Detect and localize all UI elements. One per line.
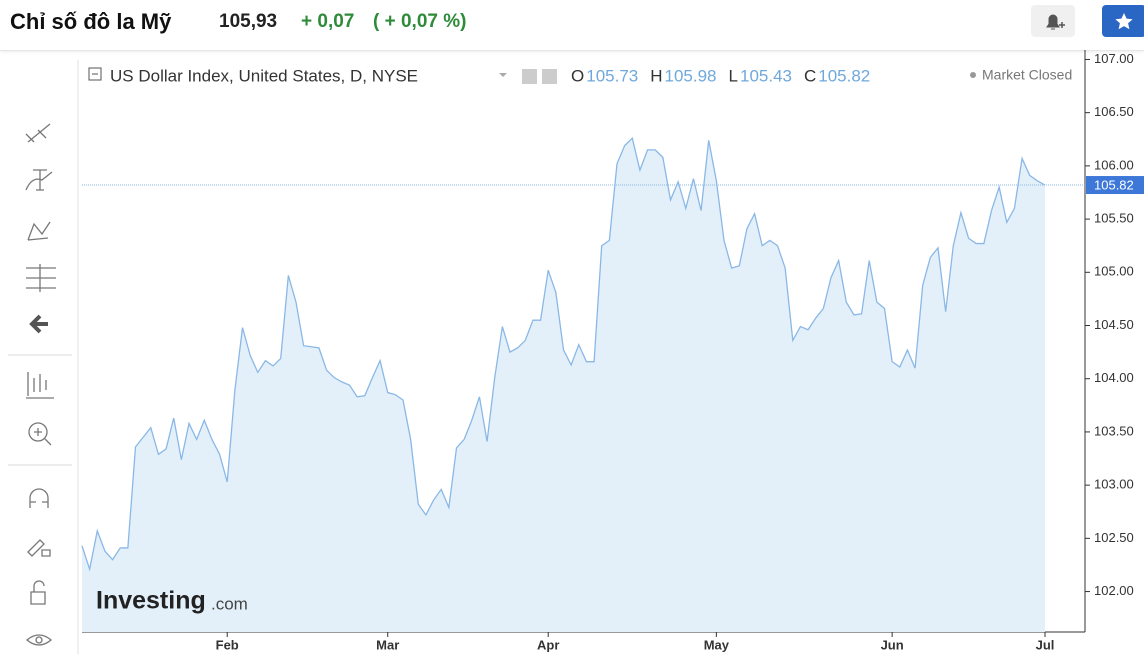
change: + 0,07 bbox=[301, 11, 355, 32]
change-percent: ( + 0,07 %) bbox=[373, 11, 467, 32]
tool-candles[interactable] bbox=[26, 372, 54, 399]
y-tick-label: 106.50 bbox=[1094, 104, 1134, 119]
x-tick-label: Feb bbox=[216, 637, 239, 652]
legend: US Dollar Index, United States, D, NYSE … bbox=[88, 66, 1072, 85]
market-status: Market Closed bbox=[982, 67, 1072, 83]
plot: 102.00 102.50 103.00 103.50 104.00 104.50 105.… bbox=[81, 50, 1144, 652]
title: Chỉ số đô la Mỹ bbox=[10, 9, 172, 34]
ohlc-value: 105.73 bbox=[586, 66, 638, 85]
ohlc-value: 105.82 bbox=[818, 66, 870, 85]
y-tick-label: 105.50 bbox=[1094, 211, 1134, 226]
ohlc-key: C bbox=[804, 66, 816, 85]
alert-button[interactable] bbox=[1031, 5, 1075, 37]
symbol-label: US Dollar Index, United States, D, NYSE bbox=[110, 66, 418, 85]
ohlc-value: 105.98 bbox=[665, 66, 717, 85]
tool-zoom[interactable] bbox=[28, 422, 48, 442]
y-tick-label: 103.00 bbox=[1094, 477, 1134, 492]
watchlist-button[interactable] bbox=[1102, 5, 1144, 37]
bell-icon bbox=[1046, 14, 1065, 30]
line bbox=[81, 136, 1046, 572]
x-tick-label: Jul bbox=[1036, 637, 1055, 652]
area bbox=[82, 138, 1045, 632]
y-tick-label: 102.00 bbox=[1094, 583, 1134, 598]
y-tick-label: 104.50 bbox=[1094, 317, 1134, 332]
tool-unlock[interactable] bbox=[30, 580, 46, 605]
current-price-box bbox=[1086, 176, 1144, 195]
x-tick-label: May bbox=[704, 637, 730, 652]
collapse-icon[interactable] bbox=[88, 67, 102, 81]
ohlc-key: O bbox=[571, 66, 584, 85]
watermark-suffix: .com bbox=[211, 594, 248, 613]
tool-trendline[interactable] bbox=[25, 123, 51, 143]
tool-back[interactable] bbox=[29, 314, 48, 334]
settings-icon[interactable] bbox=[542, 69, 557, 84]
y-tick-label: 102.50 bbox=[1094, 530, 1134, 545]
settings-icon[interactable] bbox=[522, 69, 537, 84]
x-tick-label: Apr bbox=[537, 637, 559, 652]
toolbar bbox=[8, 123, 72, 646]
x-tick-label: Mar bbox=[376, 637, 399, 652]
tool-fib[interactable] bbox=[26, 264, 56, 292]
x-tick-label: Jun bbox=[881, 637, 904, 652]
watermark-brand: Investing bbox=[96, 587, 206, 615]
tool-brush[interactable] bbox=[25, 171, 53, 191]
tool-visibility[interactable] bbox=[25, 634, 53, 646]
star-icon bbox=[1115, 13, 1133, 30]
watermark: Investing .com bbox=[96, 587, 248, 615]
tool-lock-draw[interactable] bbox=[27, 539, 51, 557]
price: 105,93 bbox=[219, 11, 278, 32]
y-tick-label: 104.00 bbox=[1094, 370, 1134, 385]
chart: 102.00 102.50 103.00 103.50 104.00 104.50 105.… bbox=[8, 50, 1144, 654]
header: Chỉ số đô la Mỹ 105,93 + 0,07 ( + 0,07 %… bbox=[0, 0, 1144, 51]
y-tick-label: 105.00 bbox=[1094, 264, 1134, 279]
y-tick-label: 106.00 bbox=[1094, 157, 1134, 172]
tool-pattern[interactable] bbox=[27, 221, 51, 241]
ohlc-value: 105.43 bbox=[740, 66, 792, 85]
y-tick-label: 103.50 bbox=[1094, 423, 1134, 438]
tool-magnet[interactable] bbox=[29, 488, 49, 508]
ohlc-key: H bbox=[650, 66, 662, 85]
tool-text[interactable] bbox=[33, 169, 47, 191]
current-price-label: 105.82 bbox=[1094, 177, 1134, 192]
y-tick-label: 107.00 bbox=[1094, 51, 1134, 66]
ohlc-key: L bbox=[729, 66, 738, 85]
